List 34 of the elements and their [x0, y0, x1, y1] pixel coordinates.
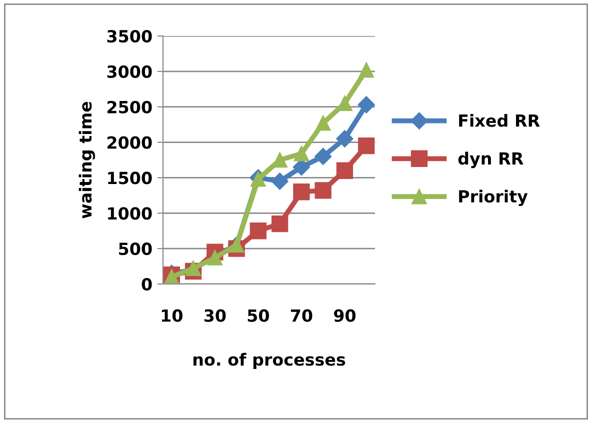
point [336, 130, 354, 148]
point [271, 215, 288, 232]
x-tick-label: 50 [248, 309, 269, 322]
y-tick-label: 2000 [108, 136, 152, 149]
y-tick-label: 3500 [107, 30, 152, 43]
point [314, 148, 332, 166]
y-tick-label: 3000 [107, 65, 152, 78]
point [207, 250, 223, 266]
x-tick-label: 70 [290, 309, 312, 322]
point [315, 116, 331, 131]
point [250, 222, 267, 240]
y-tick-label: 1500 [108, 172, 152, 184]
x-tick-label: 10 [162, 309, 182, 322]
x-tick-label: 90 [334, 309, 356, 322]
point [294, 146, 310, 162]
x-axis-title: no. of processes [194, 352, 346, 370]
legend-label: Priority [459, 190, 528, 206]
y-axis-title: waiting time [78, 102, 96, 218]
point [358, 137, 375, 154]
point [358, 96, 375, 114]
x-tick-label: 30 [204, 309, 226, 322]
y-tick-label: 0 [142, 278, 152, 291]
y-tick-label: 1000 [108, 207, 152, 220]
y-tick-label: 2500 [108, 100, 152, 114]
point [336, 162, 354, 179]
legend-label: dyn RR [458, 152, 524, 168]
point [164, 269, 180, 284]
point [293, 184, 310, 200]
point [358, 62, 374, 78]
legend-label: Fixed RR [459, 114, 540, 127]
point [186, 260, 201, 276]
point [314, 182, 332, 199]
point [271, 172, 288, 190]
y-tick-label: 500 [119, 242, 152, 256]
